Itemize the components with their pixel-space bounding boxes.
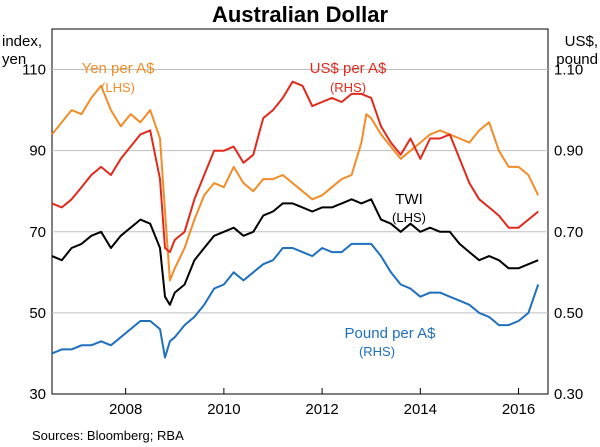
- series-lines: [51, 80, 540, 359]
- left-axis-label-line-2: yen: [2, 51, 26, 68]
- right-axis-label-line-1: US$,: [565, 33, 598, 50]
- right-tick-label-0.70: 0.70: [554, 224, 583, 241]
- left-tick-label-30: 30: [29, 386, 46, 403]
- right-axis-label-line-2: pound: [556, 51, 598, 68]
- series-line-usd: [51, 80, 539, 254]
- series-label-usd: US$ per A$: [310, 60, 387, 77]
- left-tick-labels: 110 90 70 50 30: [22, 62, 46, 403]
- left-tick-label-70: 70: [29, 224, 46, 241]
- right-tick-label-0.30: 0.30: [554, 386, 583, 403]
- x-tick-label-2014: 2014: [404, 401, 437, 418]
- series-label-twi: TWI: [395, 191, 423, 208]
- series-note-yen: (LHS): [101, 80, 135, 95]
- left-axis-label-line-1: index,: [2, 33, 42, 50]
- series-label-pound: Pound per A$: [345, 325, 437, 342]
- series-line-yen: [51, 84, 540, 282]
- left-tick-label-50: 50: [29, 305, 46, 322]
- source-note: Sources: Bloomberg; RBA: [32, 428, 184, 443]
- series-line-pound: [51, 242, 540, 359]
- plot-frame: [51, 28, 549, 395]
- x-tick-labels: 2008 2010 2012 2014 2016: [109, 401, 535, 418]
- x-tick-label-2008: 2008: [109, 401, 142, 418]
- series-note-pound: (RHS): [359, 344, 395, 359]
- left-tick-label-90: 90: [29, 143, 46, 160]
- series-line-twi: [51, 198, 539, 306]
- chart-title: Australian Dollar: [212, 2, 388, 27]
- series-note-usd: (RHS): [330, 80, 366, 95]
- x-tick-label-2010: 2010: [207, 401, 240, 418]
- gridlines: [52, 69, 548, 314]
- series-note-twi: (LHS): [392, 210, 426, 225]
- x-tick-label-2012: 2012: [305, 401, 338, 418]
- tick-marks: [125, 388, 520, 394]
- right-tick-label-0.50: 0.50: [554, 305, 583, 322]
- x-tick-label-2016: 2016: [502, 401, 535, 418]
- right-tick-label-0.90: 0.90: [554, 143, 583, 160]
- left-tick-label-110: 110: [22, 62, 46, 79]
- series-label-yen: Yen per A$: [82, 60, 156, 77]
- plot-border: [51, 28, 549, 395]
- right-tick-labels: 1.10 0.90 0.70 0.50 0.30: [554, 62, 583, 403]
- right-tick-label-1.10: 1.10: [554, 62, 583, 79]
